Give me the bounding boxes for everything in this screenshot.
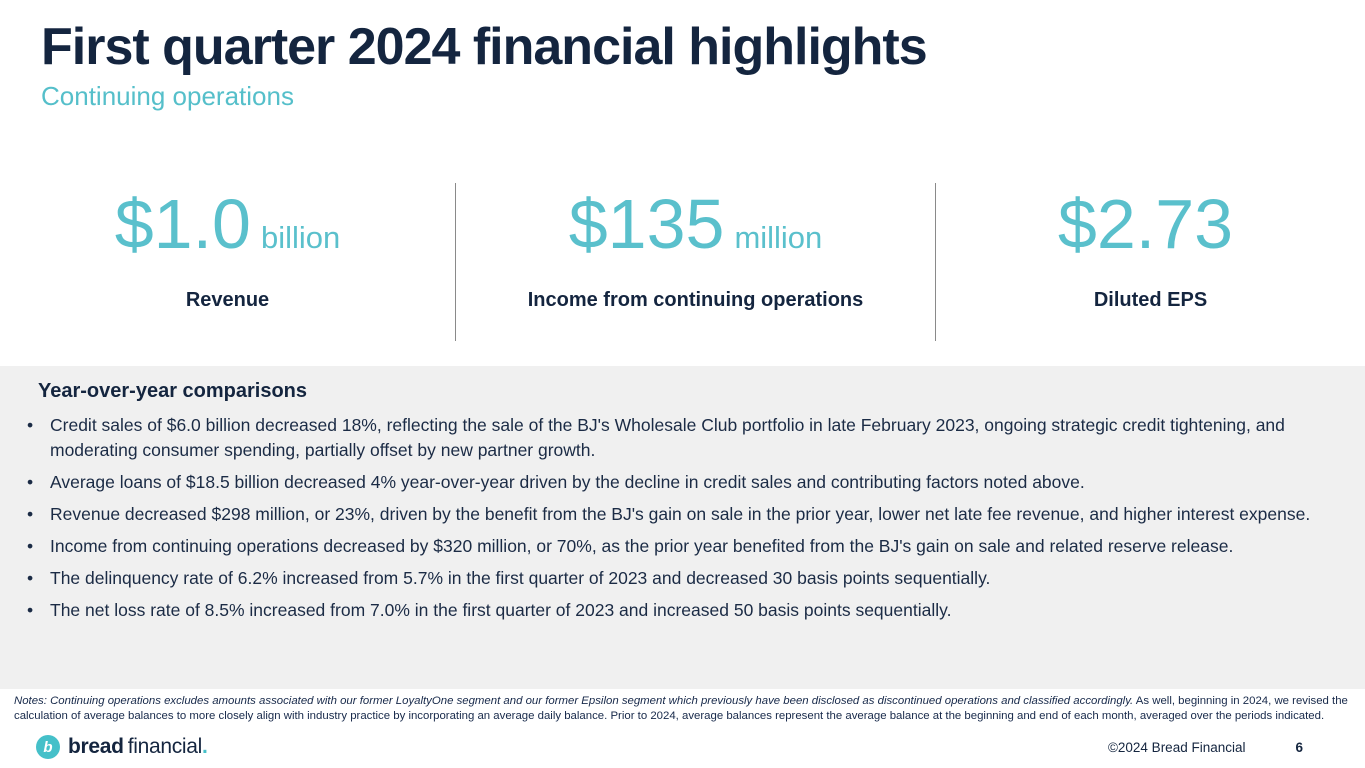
section-heading: Year-over-year comparisons bbox=[38, 380, 308, 402]
bread-logo-icon: b bbox=[36, 735, 60, 759]
metric-eps-value: $2.73 bbox=[1058, 189, 1243, 259]
metric-income: $135 million Income from continuing opera… bbox=[456, 183, 935, 343]
year-over-year-section: Year-over-year comparisons Credit sales … bbox=[0, 366, 1365, 689]
header: First quarter 2024 financial highlights … bbox=[41, 20, 1335, 112]
metric-income-value: $135 million bbox=[569, 189, 823, 259]
footnote-regular: As well, beginning in 2024, we revised t… bbox=[14, 695, 1348, 723]
vertical-divider bbox=[455, 183, 456, 341]
metric-revenue: $1.0 billion Revenue bbox=[0, 183, 455, 343]
metric-unit: million bbox=[734, 220, 823, 255]
logo-text-financial: financial bbox=[127, 735, 203, 758]
bullet-item: Revenue decreased $298 million, or 23%, … bbox=[27, 502, 1335, 527]
metric-amount: $2.73 bbox=[1057, 185, 1234, 263]
footer: b bread financial. ©2024 Bread Financial … bbox=[0, 728, 1365, 766]
bullet-item: Income from continuing operations decrea… bbox=[27, 534, 1335, 559]
metric-label: Diluted EPS bbox=[1093, 289, 1208, 311]
footnotes: Notes: Continuing operations excludes am… bbox=[14, 694, 1351, 725]
vertical-divider bbox=[935, 183, 936, 341]
metric-label: Income from continuing operations bbox=[527, 289, 864, 311]
copyright-text: ©2024 Bread Financial bbox=[1107, 739, 1246, 755]
metric-revenue-value: $1.0 billion bbox=[115, 189, 341, 259]
metric-amount: $135 bbox=[568, 185, 725, 263]
metric-unit: billion bbox=[260, 220, 341, 255]
bullet-item: The net loss rate of 8.5% increased from… bbox=[27, 598, 1335, 623]
logo-text: bread financial. bbox=[68, 735, 208, 759]
page-title: First quarter 2024 financial highlights bbox=[41, 18, 928, 76]
bread-financial-logo: b bread financial. bbox=[36, 735, 208, 759]
footnote-italic: Notes: Continuing operations excludes am… bbox=[14, 695, 1134, 707]
footer-right: ©2024 Bread Financial 6 bbox=[1108, 740, 1303, 755]
page-number: 6 bbox=[1295, 739, 1303, 755]
logo-period: . bbox=[202, 735, 208, 758]
page-subtitle: Continuing operations bbox=[41, 80, 294, 111]
metric-label: Revenue bbox=[185, 289, 270, 311]
bullet-item: The delinquency rate of 6.2% increased f… bbox=[27, 566, 1335, 591]
bullet-item: Credit sales of $6.0 billion decreased 1… bbox=[27, 413, 1335, 463]
metric-diluted-eps: $2.73 Diluted EPS bbox=[936, 183, 1365, 343]
metrics-row: $1.0 billion Revenue $135 million Income f… bbox=[0, 183, 1365, 343]
logo-text-bread: bread bbox=[68, 735, 124, 758]
bullet-list: Credit sales of $6.0 billion decreased 1… bbox=[27, 413, 1335, 623]
bullet-item: Average loans of $18.5 billion decreased… bbox=[27, 470, 1335, 495]
metric-amount: $1.0 bbox=[114, 185, 251, 263]
